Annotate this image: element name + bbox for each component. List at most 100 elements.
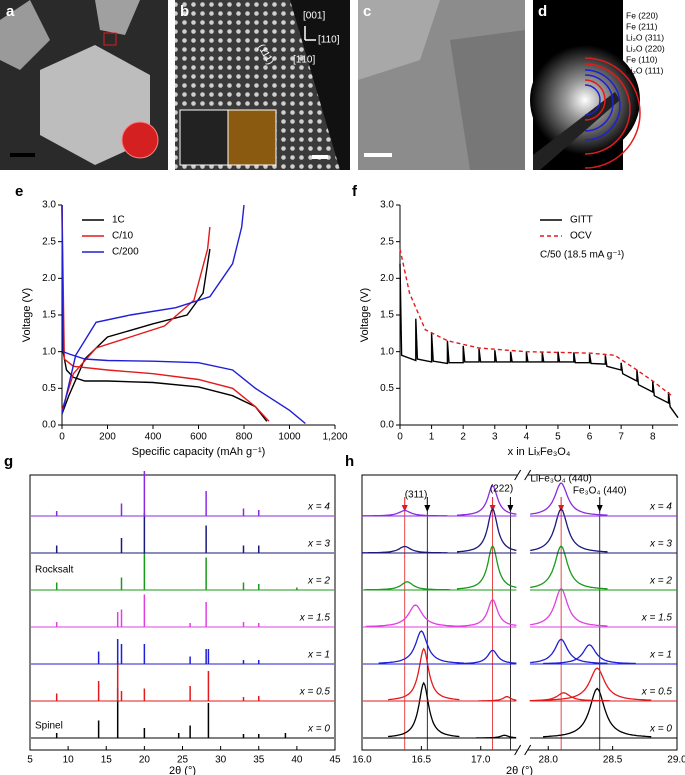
series-label: x = 3	[307, 539, 330, 550]
x-tick-label: 0	[397, 432, 403, 443]
y-tick-label: 2.0	[42, 273, 56, 284]
x-tick-label: 5	[27, 755, 33, 766]
x-axis-label: 2θ (°)	[169, 765, 196, 775]
x-tick-label: 8	[650, 432, 656, 443]
annotation: [001]	[303, 11, 325, 22]
x-tick-label: 25	[177, 755, 189, 766]
series-label: x = 0.5	[299, 687, 331, 698]
x-tick-label: 400	[145, 432, 162, 443]
y-tick-label: 0.5	[42, 383, 56, 394]
x-tick-label: 800	[236, 432, 253, 443]
annotation: C/50 (18.5 mA g⁻¹)	[540, 250, 624, 261]
x-tick-label: 1,200	[322, 432, 347, 443]
peak	[476, 734, 516, 739]
x-tick-label: 28.0	[539, 755, 559, 766]
series-label: x = 1	[307, 650, 330, 661]
panel-label: h	[345, 453, 354, 470]
panel-d: d	[530, 0, 641, 170]
x-tick-label: 10	[63, 755, 75, 766]
y-axis-label: Voltage (V)	[21, 288, 33, 342]
panel-label: g	[4, 453, 13, 470]
x-tick-label: 45	[329, 755, 341, 766]
y-tick-label: 1.0	[42, 346, 56, 357]
legend-label: C/10	[112, 231, 134, 242]
y-tick-label: 0.5	[380, 383, 394, 394]
x-tick-label: 16.0	[352, 755, 372, 766]
x-axis-label: Specific capacity (mAh g⁻¹)	[132, 446, 266, 458]
peak	[456, 507, 517, 553]
series-label: x = 1.5	[641, 613, 673, 624]
peak	[364, 581, 450, 591]
arrow	[424, 505, 431, 512]
peak	[456, 544, 517, 590]
x-tick-label: 5	[555, 432, 561, 443]
peak	[456, 484, 517, 516]
peak	[530, 508, 608, 553]
break-mark	[524, 469, 532, 481]
x-tick-label: 600	[190, 432, 207, 443]
annotation: Li₂O (220)	[626, 43, 665, 53]
annotation: Li₂O (311)	[626, 32, 664, 42]
panel-b: b (111) [001] [110] [1̄10]	[175, 0, 350, 170]
peak	[530, 587, 608, 627]
peak	[361, 509, 448, 517]
peak	[530, 545, 608, 590]
panel-label: e	[15, 183, 23, 200]
arrow	[596, 505, 603, 512]
y-tick-label: 1.5	[42, 310, 56, 321]
x-tick-label: 17.0	[471, 755, 491, 766]
x-tick-label: 35	[253, 755, 265, 766]
x-tick-label: 20	[139, 755, 151, 766]
x-tick-label: 0	[59, 432, 65, 443]
peak	[362, 545, 448, 554]
annotation: Li₂O (111)	[626, 65, 664, 75]
x-tick-label: 1000	[278, 432, 301, 443]
x-tick-label: 30	[215, 755, 227, 766]
y-tick-label: 2.5	[380, 236, 394, 247]
y-tick-label: 1.5	[380, 310, 394, 321]
y-tick-label: 3.0	[42, 200, 56, 211]
y-tick-label: 0.0	[380, 420, 394, 431]
y-tick-label: 0.0	[42, 420, 56, 431]
series-label: x = 1	[649, 650, 672, 661]
break-mark	[514, 469, 522, 481]
x-tick-label: 7	[618, 432, 624, 443]
peak	[543, 687, 652, 738]
x-tick-label: 16.5	[412, 755, 432, 766]
annotation: Fe (110)	[626, 54, 658, 64]
x-tick-label: 28.5	[603, 755, 623, 766]
peak	[529, 692, 611, 702]
peak	[388, 681, 460, 738]
series-label: x = 3	[649, 539, 672, 550]
y-tick-label: 2.5	[42, 236, 56, 247]
x-axis-label: 2θ (°)	[506, 765, 533, 775]
x-tick-label: 1	[429, 432, 435, 443]
axis-break	[517, 471, 528, 754]
annotation: LiFe₃O₄ (440)	[530, 474, 592, 485]
peak	[456, 598, 517, 627]
peak	[478, 695, 517, 702]
legend-label: C/200	[112, 247, 139, 258]
panel-c: c	[358, 0, 525, 170]
y-tick-label: 2.0	[380, 273, 394, 284]
break-mark	[524, 744, 532, 756]
annotation: (222)	[490, 484, 513, 495]
annotation: [1̄10]	[293, 55, 315, 66]
panel-label: c	[363, 3, 371, 20]
series-label: x = 4	[649, 502, 672, 513]
panel-a: a	[0, 0, 168, 170]
x-tick-label: 15	[101, 755, 113, 766]
peak	[543, 667, 652, 701]
line	[61, 204, 306, 425]
annotation: Fe (211)	[626, 21, 658, 31]
peak	[530, 638, 608, 664]
y-axis-label: Voltage (V)	[359, 288, 371, 342]
line	[61, 204, 268, 422]
annotation: (311)	[405, 490, 428, 501]
series-label: x = 4	[307, 502, 330, 513]
panel-label: d	[538, 3, 547, 20]
line	[61, 204, 270, 422]
annotation: Spinel	[35, 721, 63, 732]
peak	[365, 604, 466, 628]
legend-label: 1C	[112, 215, 125, 226]
